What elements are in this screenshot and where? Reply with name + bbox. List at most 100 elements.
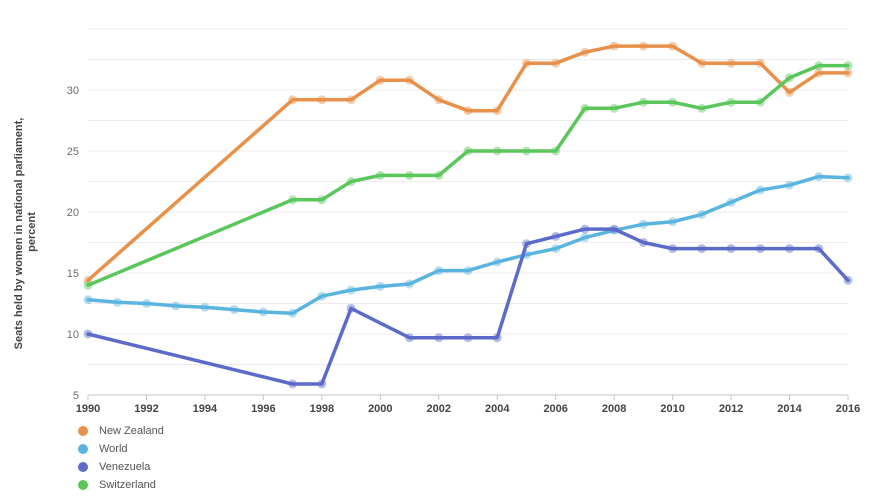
data-point-switzerland[interactable] — [551, 146, 561, 156]
data-point-new-zealand[interactable] — [288, 95, 298, 105]
data-point-venezuela[interactable] — [317, 379, 327, 389]
data-point-world[interactable] — [551, 244, 561, 254]
data-point-switzerland[interactable] — [668, 97, 678, 107]
x-tick-label: 2012 — [719, 403, 743, 415]
data-point-world[interactable] — [434, 266, 444, 276]
data-point-new-zealand[interactable] — [785, 87, 794, 97]
data-point-world[interactable] — [112, 297, 122, 307]
data-point-venezuela[interactable] — [83, 329, 93, 339]
data-point-switzerland[interactable] — [638, 97, 648, 107]
data-point-world[interactable] — [726, 197, 736, 207]
data-point-venezuela[interactable] — [551, 231, 561, 241]
data-point-venezuela[interactable] — [609, 224, 619, 234]
data-point-world[interactable] — [814, 172, 824, 182]
data-point-venezuela[interactable] — [288, 379, 298, 389]
data-point-venezuela[interactable] — [434, 333, 444, 343]
x-tick-label: 1996 — [251, 403, 275, 415]
data-point-world[interactable] — [346, 285, 356, 295]
legend-item-venezuela[interactable]: Venezuela — [78, 458, 164, 476]
data-point-switzerland[interactable] — [843, 61, 853, 71]
data-point-venezuela[interactable] — [755, 244, 765, 254]
data-point-venezuela[interactable] — [814, 244, 824, 254]
grid-lines — [88, 28, 848, 365]
data-point-venezuela[interactable] — [492, 333, 502, 343]
y-tick-label: 30 — [67, 85, 79, 97]
data-point-switzerland[interactable] — [697, 103, 707, 113]
data-point-new-zealand[interactable] — [492, 106, 502, 116]
data-point-venezuela[interactable] — [843, 275, 853, 285]
x-axis-ticks: 1990 1992 1994 1996 1998 2000 2002 2004 2006 2008… — [76, 395, 860, 415]
data-point-world[interactable] — [405, 279, 414, 289]
y-tick-label: 15 — [67, 268, 79, 280]
data-point-world[interactable] — [229, 305, 239, 315]
data-point-venezuela[interactable] — [522, 239, 531, 249]
series-line-switzerland — [86, 63, 850, 287]
data-point-world[interactable] — [697, 209, 707, 219]
x-tick-label: 1990 — [76, 403, 100, 415]
legend-item-switzerland[interactable]: Switzerland — [78, 476, 164, 494]
data-point-venezuela[interactable] — [785, 244, 794, 254]
data-point-new-zealand[interactable] — [522, 58, 531, 68]
data-point-switzerland[interactable] — [609, 103, 619, 113]
data-point-switzerland[interactable] — [375, 170, 385, 180]
data-point-world[interactable] — [492, 257, 502, 267]
data-point-switzerland[interactable] — [522, 146, 531, 156]
data-point-switzerland[interactable] — [492, 146, 502, 156]
data-point-switzerland[interactable] — [726, 97, 736, 107]
data-point-world[interactable] — [317, 291, 327, 301]
data-point-venezuela[interactable] — [405, 333, 414, 343]
data-point-new-zealand[interactable] — [638, 41, 648, 51]
data-point-new-zealand[interactable] — [726, 58, 736, 68]
data-point-new-zealand[interactable] — [375, 75, 385, 85]
data-point-new-zealand[interactable] — [434, 95, 444, 105]
data-point-venezuela[interactable] — [668, 244, 678, 254]
data-point-world[interactable] — [142, 299, 151, 308]
data-point-switzerland[interactable] — [434, 170, 444, 180]
data-point-world[interactable] — [580, 233, 590, 243]
data-point-world[interactable] — [83, 295, 93, 305]
data-point-new-zealand[interactable] — [580, 47, 590, 57]
data-point-switzerland[interactable] — [288, 195, 298, 205]
data-point-world[interactable] — [843, 173, 853, 183]
data-point-new-zealand[interactable] — [755, 58, 765, 68]
legend-item-new-zealand[interactable]: New Zealand — [78, 422, 164, 440]
data-point-world[interactable] — [375, 281, 385, 291]
data-point-switzerland[interactable] — [83, 280, 93, 290]
data-point-world[interactable] — [463, 266, 473, 276]
data-point-venezuela[interactable] — [726, 244, 736, 254]
data-point-switzerland[interactable] — [580, 103, 590, 113]
data-point-new-zealand[interactable] — [551, 58, 561, 68]
legend-item-world[interactable]: World — [78, 440, 164, 458]
data-point-world[interactable] — [200, 302, 210, 312]
data-point-new-zealand[interactable] — [697, 58, 707, 68]
data-point-world[interactable] — [755, 185, 765, 195]
data-point-world[interactable] — [171, 301, 181, 311]
data-point-switzerland[interactable] — [317, 195, 327, 205]
data-point-new-zealand[interactable] — [843, 68, 853, 78]
data-point-new-zealand[interactable] — [405, 75, 414, 85]
data-point-venezuela[interactable] — [346, 303, 356, 313]
data-point-switzerland[interactable] — [755, 97, 765, 107]
data-point-world[interactable] — [785, 180, 794, 190]
data-point-venezuela[interactable] — [697, 244, 707, 254]
data-point-world[interactable] — [258, 307, 268, 317]
data-point-switzerland[interactable] — [405, 170, 414, 180]
line-chart: 5 10 15 20 25 30 1990 1992 1994 1996 1998 2000 2002… — [13, 28, 860, 415]
data-point-new-zealand[interactable] — [609, 41, 619, 51]
data-point-new-zealand[interactable] — [346, 95, 356, 105]
legend-label-switzerland: Switzerland — [99, 479, 156, 491]
data-point-world[interactable] — [668, 217, 678, 227]
data-point-new-zealand[interactable] — [814, 68, 824, 78]
data-point-venezuela[interactable] — [463, 333, 473, 343]
data-point-switzerland[interactable] — [463, 146, 473, 156]
data-point-world[interactable] — [638, 219, 648, 229]
data-point-world[interactable] — [288, 308, 298, 318]
data-point-new-zealand[interactable] — [317, 95, 327, 105]
data-point-new-zealand[interactable] — [463, 106, 473, 116]
data-point-venezuela[interactable] — [638, 238, 648, 247]
data-point-venezuela[interactable] — [580, 224, 590, 234]
data-point-new-zealand[interactable] — [668, 41, 678, 51]
data-point-switzerland[interactable] — [346, 177, 356, 186]
data-point-switzerland[interactable] — [814, 61, 824, 71]
data-point-switzerland[interactable] — [785, 73, 794, 83]
